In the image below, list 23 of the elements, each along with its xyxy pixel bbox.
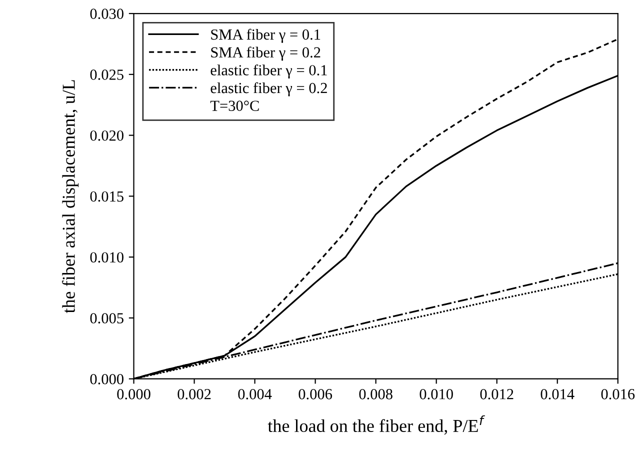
- y-tick-label: 0.000: [90, 374, 124, 384]
- x-tick-label: 0.000: [117, 389, 150, 400]
- legend-label: elastic fiber γ = 0.1: [210, 64, 327, 78]
- x-tick-label: 0.012: [480, 389, 514, 400]
- legend-label: SMA fiber γ = 0.2: [211, 46, 320, 61]
- x-tick-label: 0.014: [540, 389, 574, 400]
- annotation: T=30°C: [210, 100, 259, 111]
- x-tick-label: 0.010: [420, 389, 453, 400]
- y-tick-label: 0.025: [90, 70, 124, 80]
- y-tick-label: 0.030: [90, 8, 124, 20]
- y-tick-label: 0.010: [90, 252, 124, 263]
- x-tick-label: 0.004: [238, 389, 272, 400]
- y-tick-label: 0.015: [90, 191, 124, 202]
- y-tick-label: 0.005: [90, 313, 124, 324]
- y-tick-label: 0.020: [90, 130, 124, 141]
- x-tick-label: 0.006: [298, 389, 332, 400]
- x-tick-label: 0.002: [178, 389, 211, 400]
- x-axis-title: the load on the fiber end, P/E$^{f}$: [268, 415, 485, 435]
- x-tick-label: 0.016: [601, 389, 635, 400]
- x-tick-label: 0.008: [359, 389, 392, 400]
- legend-label: elastic fiber γ = 0.2: [210, 82, 327, 96]
- legend-label: SMA fiber γ = 0.1: [211, 28, 320, 43]
- y-axis-title: the fiber axial displacement, u/L: [62, 80, 79, 314]
